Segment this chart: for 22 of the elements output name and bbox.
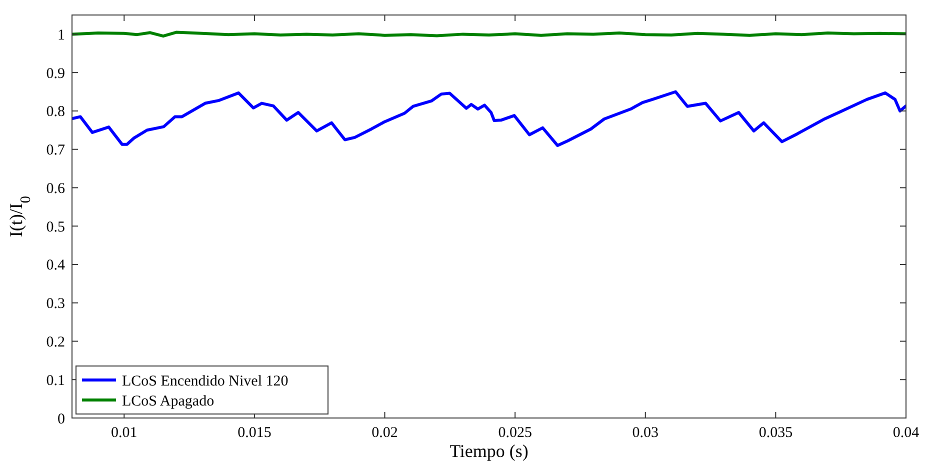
legend-label: LCoS Apagado — [122, 393, 214, 410]
y-tick-label: 0.7 — [46, 142, 66, 159]
x-tick-label: 0.015 — [238, 425, 272, 441]
legend-label: LCoS Encendido Nivel 120 — [122, 373, 288, 390]
y-tick-label: 0.5 — [46, 219, 65, 236]
x-tick-label: 0.025 — [498, 425, 532, 441]
x-tick-label: 0.01 — [111, 425, 138, 441]
y-tick-label: 0.2 — [46, 334, 65, 350]
x-tick-label: 0.04 — [892, 425, 920, 441]
y-tick-label: 0.3 — [46, 296, 65, 312]
x-tick-label: 0.03 — [632, 425, 658, 441]
x-axis-title: Tiempo (s) — [450, 441, 528, 461]
y-tick-label: 0 — [58, 411, 65, 428]
line-series — [72, 90, 906, 147]
y-tick-label: 0.9 — [46, 66, 65, 82]
y-tick-label: 0.8 — [46, 104, 65, 120]
y-tick-label: 0.1 — [46, 372, 65, 389]
x-tick-label: 0.035 — [758, 425, 793, 441]
y-tick-label: 0.6 — [46, 180, 66, 197]
x-tick-label: 0.02 — [372, 425, 398, 441]
y-tick-label: 0.4 — [46, 258, 66, 274]
y-tick-label: 1 — [58, 27, 65, 44]
